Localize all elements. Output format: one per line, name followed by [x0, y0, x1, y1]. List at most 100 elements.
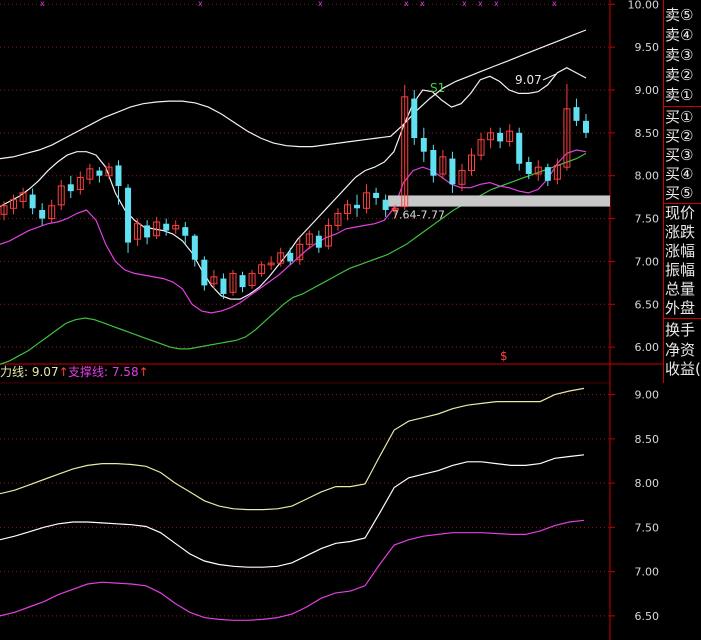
- buy-level-3[interactable]: 买③: [665, 146, 694, 164]
- candle-body-up: [229, 272, 237, 293]
- y-tick-label: 9.00: [635, 84, 660, 97]
- upper-band-line: [0, 29, 587, 160]
- candle-body-up: [487, 132, 495, 141]
- quote-price[interactable]: 现价: [665, 204, 696, 222]
- sell-level-3[interactable]: 卖③: [665, 46, 694, 64]
- candle-body-up: [267, 262, 275, 266]
- candle-body-up: [334, 212, 342, 226]
- top-mark: x: [318, 0, 323, 8]
- candle-body-down: [163, 223, 170, 231]
- s1-label: S1: [430, 81, 445, 95]
- candle-body-up: [76, 176, 84, 190]
- candle-body-down: [125, 187, 132, 243]
- y-tick-label: 6.00: [635, 341, 660, 354]
- quote-side-panel: 卖⑤ 卖④ 卖③ 卖② 卖① 买① 买② 买③ 买④ 买⑤ 现价 涨跌 涨幅 振…: [663, 0, 701, 383]
- y-tick-label: 6.50: [635, 610, 660, 623]
- y-tick-label: 8.50: [635, 433, 660, 446]
- candle-body-down: [430, 150, 437, 176]
- candle-body-up: [391, 207, 399, 211]
- candle-body-up: [210, 276, 218, 285]
- buy-level-5[interactable]: 买⑤: [665, 184, 694, 202]
- candle-body-up: [258, 264, 266, 274]
- upper-envelope-line: [0, 67, 587, 300]
- quote-net-assets[interactable]: 净资: [665, 341, 696, 359]
- candle-body-up: [553, 164, 561, 180]
- buy-level-4[interactable]: 买④: [665, 165, 694, 183]
- support-zone-box: [388, 195, 610, 207]
- candle-body-down: [411, 98, 418, 138]
- candle-body-down: [315, 235, 322, 248]
- candle-body-up: [248, 272, 256, 286]
- candle-body-up: [506, 130, 514, 142]
- top-mark: x: [552, 0, 557, 8]
- y-tick-label: 7.00: [635, 255, 660, 268]
- top-mark: x: [198, 0, 203, 8]
- y-tick-label: 8.00: [635, 477, 660, 490]
- candle-body-up: [534, 166, 542, 175]
- candle-body-down: [449, 158, 456, 185]
- quote-volume[interactable]: 总量: [665, 280, 696, 298]
- candle-body-up: [343, 204, 351, 214]
- candle-body-down: [182, 227, 189, 236]
- candle-body-down: [287, 252, 294, 262]
- candle-body-up: [477, 139, 485, 156]
- resistance-arrow-icon: ↑: [58, 365, 69, 379]
- y-tick-label: 10.00: [628, 0, 660, 11]
- top-mark: x: [478, 0, 483, 8]
- support-arrow-icon: ↑: [138, 365, 149, 379]
- y-tick-label: 9.50: [635, 41, 660, 54]
- candle-body-down: [144, 225, 151, 238]
- top-mark: x: [420, 0, 425, 8]
- sell-level-4[interactable]: 卖④: [665, 26, 694, 44]
- indicator-line-3: [0, 519, 585, 621]
- zone-label: 7.64-7.77: [392, 209, 445, 222]
- candle-body-down: [525, 162, 532, 174]
- candle-body-up: [363, 192, 371, 209]
- candle-body-up: [458, 170, 466, 185]
- quote-change[interactable]: 涨跌: [665, 223, 696, 241]
- y-tick-label: 7.50: [635, 213, 660, 226]
- candle-body-up: [401, 96, 409, 208]
- y-tick-label: 8.00: [635, 170, 660, 183]
- candle-body-down: [544, 167, 551, 181]
- quote-turnover[interactable]: 换手: [665, 321, 696, 339]
- candle-body-down: [420, 138, 427, 152]
- candle-body-up: [19, 192, 27, 202]
- candle-body-down: [516, 132, 523, 164]
- sell-level-2[interactable]: 卖②: [665, 66, 694, 84]
- candle-body-up: [305, 233, 313, 245]
- top-mark: x: [462, 0, 467, 8]
- candle-body-up: [563, 108, 571, 168]
- candle-body-up: [57, 185, 65, 206]
- side-divider: [664, 106, 701, 107]
- lower-envelope-line: [0, 149, 587, 314]
- buy-level-2[interactable]: 买②: [665, 127, 694, 145]
- sell-level-1[interactable]: 卖①: [665, 86, 694, 104]
- peak-pointer: [542, 73, 557, 81]
- support-line-text: 支撑线: 7.58: [68, 365, 139, 379]
- candle-body-down: [201, 259, 208, 286]
- candle-body-down: [115, 165, 122, 186]
- quote-amplitude[interactable]: 振幅: [665, 261, 696, 279]
- candle-body-up: [172, 224, 180, 230]
- quote-change-percent[interactable]: 涨幅: [665, 242, 696, 260]
- buy-level-1[interactable]: 买①: [665, 108, 694, 126]
- moving-average-line: [0, 152, 587, 365]
- candle-body-down: [220, 278, 227, 294]
- candle-body-down: [354, 204, 361, 209]
- candle-body-down: [583, 120, 589, 133]
- side-divider: [664, 318, 701, 319]
- candle-body-up: [10, 199, 18, 209]
- candle-body-up: [105, 166, 113, 177]
- y-tick-label: 6.50: [635, 298, 660, 311]
- quote-outer-volume[interactable]: 外盘: [665, 299, 696, 317]
- sell-level-5[interactable]: 卖⑤: [665, 6, 694, 24]
- quote-earnings[interactable]: 收益(: [665, 360, 701, 378]
- candle-body-up: [0, 205, 8, 215]
- y-tick-label: 8.50: [635, 127, 660, 140]
- y-tick-label: 9.00: [635, 389, 660, 402]
- candle-body-down: [573, 107, 580, 121]
- candle-body-up: [296, 243, 304, 261]
- resistance-line-label: 力线: 9.07↑: [0, 365, 69, 379]
- top-mark: x: [40, 0, 45, 8]
